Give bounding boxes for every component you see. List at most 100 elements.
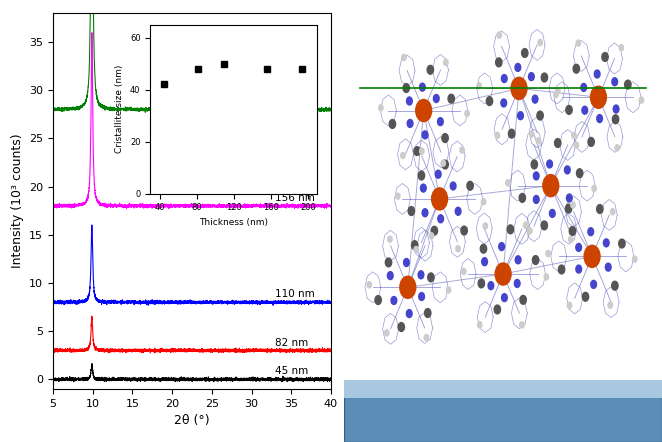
Circle shape [524, 222, 528, 229]
Circle shape [419, 293, 424, 301]
Text: 156 nm: 156 nm [275, 193, 315, 203]
Circle shape [632, 256, 637, 262]
Circle shape [401, 152, 405, 159]
Circle shape [547, 160, 553, 168]
Circle shape [544, 274, 549, 280]
Circle shape [610, 209, 615, 215]
Circle shape [572, 132, 576, 138]
Circle shape [588, 228, 594, 236]
Circle shape [532, 95, 538, 103]
Circle shape [549, 210, 555, 217]
Circle shape [576, 40, 581, 46]
Circle shape [536, 137, 541, 144]
Circle shape [543, 175, 559, 197]
Y-axis label: Intensity (10³ counts): Intensity (10³ counts) [11, 134, 24, 268]
Circle shape [407, 119, 413, 127]
Circle shape [596, 205, 603, 213]
Circle shape [367, 282, 371, 288]
Circle shape [436, 170, 441, 178]
Circle shape [528, 228, 532, 234]
Circle shape [448, 94, 454, 103]
Circle shape [537, 111, 544, 120]
Circle shape [619, 239, 625, 248]
Circle shape [379, 105, 383, 111]
Circle shape [488, 282, 494, 290]
Circle shape [566, 106, 572, 114]
Circle shape [422, 131, 428, 139]
Circle shape [596, 114, 602, 122]
Circle shape [571, 202, 575, 208]
Circle shape [418, 271, 424, 279]
Circle shape [375, 296, 381, 305]
Circle shape [481, 244, 487, 253]
Circle shape [546, 250, 550, 256]
Circle shape [567, 194, 572, 202]
Circle shape [487, 97, 493, 106]
Circle shape [414, 247, 418, 253]
Circle shape [612, 78, 618, 86]
Circle shape [424, 309, 431, 317]
Circle shape [431, 226, 438, 235]
Circle shape [495, 132, 500, 138]
Circle shape [398, 323, 404, 332]
Circle shape [441, 160, 446, 166]
Circle shape [428, 273, 434, 282]
Circle shape [576, 244, 581, 251]
Circle shape [514, 279, 520, 287]
Circle shape [619, 45, 624, 51]
Circle shape [520, 322, 524, 328]
Circle shape [581, 84, 587, 91]
Circle shape [424, 335, 429, 341]
Circle shape [442, 160, 448, 169]
Circle shape [573, 64, 579, 73]
Circle shape [603, 239, 609, 247]
Circle shape [520, 295, 526, 304]
Circle shape [591, 280, 596, 288]
Circle shape [583, 292, 589, 301]
Circle shape [507, 225, 514, 234]
Circle shape [429, 233, 434, 239]
Circle shape [478, 279, 485, 288]
Circle shape [501, 99, 506, 107]
Circle shape [388, 236, 392, 242]
Circle shape [444, 59, 448, 65]
Circle shape [496, 58, 502, 67]
Circle shape [542, 73, 547, 82]
Text: 110 nm: 110 nm [275, 290, 315, 299]
Circle shape [461, 268, 466, 274]
Circle shape [396, 193, 400, 199]
Circle shape [418, 171, 424, 180]
Circle shape [385, 258, 392, 267]
Circle shape [569, 227, 576, 236]
Circle shape [412, 241, 418, 250]
Circle shape [497, 32, 502, 38]
Circle shape [574, 142, 579, 148]
Circle shape [591, 86, 606, 108]
Circle shape [582, 106, 588, 114]
Circle shape [511, 77, 527, 99]
Circle shape [455, 207, 461, 215]
Circle shape [400, 276, 416, 298]
Circle shape [532, 255, 539, 264]
Circle shape [567, 302, 572, 309]
Circle shape [625, 80, 631, 89]
Circle shape [432, 188, 448, 210]
Circle shape [501, 75, 507, 83]
Circle shape [434, 95, 439, 103]
Circle shape [534, 172, 539, 180]
Circle shape [553, 91, 558, 98]
Circle shape [477, 322, 482, 328]
Bar [344, 380, 662, 398]
Circle shape [481, 199, 486, 205]
Circle shape [522, 49, 528, 57]
Circle shape [406, 309, 412, 317]
Circle shape [387, 272, 393, 280]
Circle shape [555, 88, 560, 94]
Circle shape [482, 258, 487, 266]
Circle shape [420, 184, 426, 192]
Circle shape [528, 72, 534, 80]
Circle shape [404, 259, 409, 267]
Circle shape [531, 160, 538, 169]
Circle shape [427, 65, 434, 74]
Circle shape [494, 305, 500, 314]
